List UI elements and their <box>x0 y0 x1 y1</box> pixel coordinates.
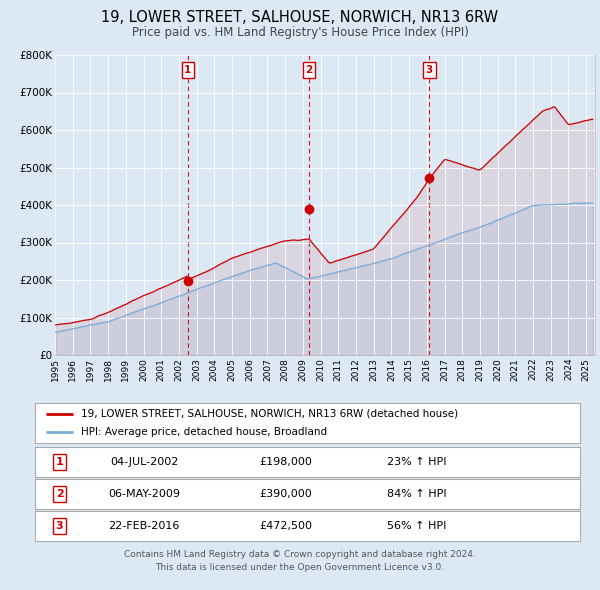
Text: 04-JUL-2002: 04-JUL-2002 <box>110 457 178 467</box>
Text: 22-FEB-2016: 22-FEB-2016 <box>109 521 179 531</box>
Text: 3: 3 <box>426 65 433 75</box>
Text: Price paid vs. HM Land Registry's House Price Index (HPI): Price paid vs. HM Land Registry's House … <box>131 26 469 39</box>
Text: 2: 2 <box>305 65 313 75</box>
Text: 1: 1 <box>184 65 191 75</box>
Text: 1: 1 <box>56 457 64 467</box>
Text: 84% ↑ HPI: 84% ↑ HPI <box>386 489 446 499</box>
Text: 19, LOWER STREET, SALHOUSE, NORWICH, NR13 6RW (detached house): 19, LOWER STREET, SALHOUSE, NORWICH, NR1… <box>82 409 458 419</box>
Text: £390,000: £390,000 <box>259 489 312 499</box>
Text: 56% ↑ HPI: 56% ↑ HPI <box>387 521 446 531</box>
Text: 06-MAY-2009: 06-MAY-2009 <box>108 489 180 499</box>
Text: 3: 3 <box>56 521 64 531</box>
Text: £472,500: £472,500 <box>259 521 312 531</box>
Text: 2: 2 <box>56 489 64 499</box>
Text: HPI: Average price, detached house, Broadland: HPI: Average price, detached house, Broa… <box>82 427 328 437</box>
Text: 19, LOWER STREET, SALHOUSE, NORWICH, NR13 6RW: 19, LOWER STREET, SALHOUSE, NORWICH, NR1… <box>101 10 499 25</box>
Text: 23% ↑ HPI: 23% ↑ HPI <box>387 457 446 467</box>
Text: £198,000: £198,000 <box>259 457 312 467</box>
Text: Contains HM Land Registry data © Crown copyright and database right 2024.: Contains HM Land Registry data © Crown c… <box>124 550 476 559</box>
Text: This data is licensed under the Open Government Licence v3.0.: This data is licensed under the Open Gov… <box>155 563 445 572</box>
